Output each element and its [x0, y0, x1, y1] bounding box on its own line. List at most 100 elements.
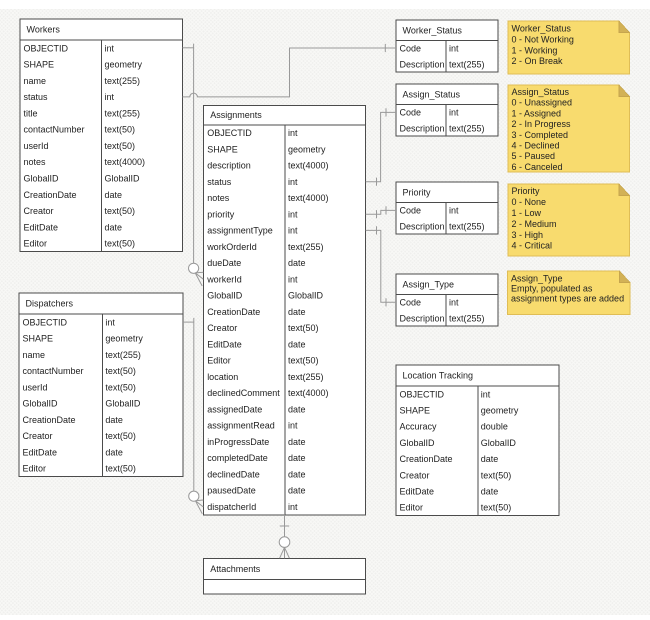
svg-text:Assign_Type: Assign_Type	[511, 274, 563, 284]
svg-text:int: int	[105, 92, 115, 102]
svg-text:text(50): text(50)	[105, 125, 136, 135]
svg-text:2 - On Break: 2 - On Break	[512, 56, 564, 66]
svg-text:text(255): text(255)	[105, 350, 141, 360]
svg-text:Code: Code	[400, 298, 422, 308]
svg-text:1 - Assigned: 1 - Assigned	[512, 108, 562, 118]
svg-text:Editor: Editor	[207, 356, 231, 366]
svg-text:int: int	[288, 502, 298, 512]
svg-text:Attachments: Attachments	[210, 564, 261, 574]
svg-text:date: date	[105, 447, 123, 457]
svg-text:GlobalID: GlobalID	[400, 438, 436, 448]
svg-text:GlobalID: GlobalID	[288, 291, 324, 301]
svg-text:int: int	[449, 298, 459, 308]
svg-text:text(50): text(50)	[481, 470, 512, 480]
svg-text:text(50): text(50)	[105, 366, 136, 376]
svg-text:Empty, populated as: Empty, populated as	[511, 284, 593, 294]
svg-text:text(50): text(50)	[105, 141, 136, 151]
svg-text:text(4000): text(4000)	[288, 193, 329, 203]
svg-text:int: int	[288, 177, 298, 187]
svg-text:assignmentRead: assignmentRead	[207, 421, 275, 431]
svg-text:SHAPE: SHAPE	[207, 144, 238, 154]
svg-text:text(255): text(255)	[105, 76, 141, 86]
svg-text:Creator: Creator	[400, 470, 430, 480]
svg-text:text(4000): text(4000)	[105, 157, 146, 167]
svg-text:text(255): text(255)	[288, 372, 324, 382]
svg-text:text(255): text(255)	[288, 242, 324, 252]
svg-text:3 - Completed: 3 - Completed	[512, 130, 569, 140]
svg-text:int: int	[449, 108, 459, 118]
svg-text:text(50): text(50)	[481, 503, 512, 513]
svg-text:CreationDate: CreationDate	[24, 190, 77, 200]
svg-text:OBJECTID: OBJECTID	[400, 389, 445, 399]
svg-text:Code: Code	[400, 108, 422, 118]
svg-text:int: int	[449, 44, 459, 54]
svg-text:0 - Not Working: 0 - Not Working	[512, 35, 574, 45]
svg-text:text(50): text(50)	[105, 206, 136, 216]
svg-text:text(255): text(255)	[449, 59, 485, 69]
svg-text:Creator: Creator	[24, 206, 54, 216]
svg-text:name: name	[24, 76, 47, 86]
svg-text:Workers: Workers	[27, 25, 61, 35]
svg-text:Creator: Creator	[23, 431, 53, 441]
svg-text:date: date	[288, 437, 306, 447]
svg-text:assignment types are added: assignment types are added	[511, 294, 624, 304]
svg-text:EditDate: EditDate	[207, 339, 242, 349]
svg-text:status: status	[24, 92, 49, 102]
svg-text:5 - Paused: 5 - Paused	[512, 151, 556, 161]
svg-text:Priority: Priority	[512, 186, 541, 196]
svg-text:date: date	[288, 339, 306, 349]
svg-text:int: int	[105, 43, 115, 53]
svg-text:date: date	[481, 487, 499, 497]
svg-text:EditDate: EditDate	[23, 447, 58, 457]
svg-text:4 - Declined: 4 - Declined	[512, 141, 560, 151]
svg-text:GlobalID: GlobalID	[105, 399, 141, 409]
svg-text:SHAPE: SHAPE	[24, 60, 55, 70]
svg-text:notes: notes	[24, 157, 47, 167]
svg-text:CreationDate: CreationDate	[400, 454, 453, 464]
svg-text:1 - Working: 1 - Working	[512, 45, 558, 55]
svg-text:Assignments: Assignments	[210, 110, 262, 120]
svg-text:int: int	[288, 421, 298, 431]
svg-text:userId: userId	[24, 141, 49, 151]
svg-text:date: date	[288, 453, 306, 463]
svg-text:text(255): text(255)	[105, 108, 141, 118]
svg-text:assignmentType: assignmentType	[207, 226, 273, 236]
svg-text:declinedDate: declinedDate	[207, 469, 260, 479]
svg-text:Dispatchers: Dispatchers	[26, 299, 74, 309]
svg-text:GlobalID: GlobalID	[105, 174, 141, 184]
svg-text:CreationDate: CreationDate	[23, 415, 76, 425]
svg-text:OBJECTID: OBJECTID	[23, 317, 68, 327]
svg-text:Accuracy: Accuracy	[400, 422, 438, 432]
svg-text:Description: Description	[400, 59, 445, 69]
svg-text:Code: Code	[400, 206, 422, 216]
svg-text:Editor: Editor	[24, 239, 48, 249]
svg-text:text(50): text(50)	[105, 239, 136, 249]
svg-text:double: double	[481, 422, 508, 432]
svg-text:assignedDate: assignedDate	[207, 404, 262, 414]
svg-text:date: date	[288, 258, 306, 268]
svg-text:GlobalID: GlobalID	[24, 174, 60, 184]
svg-text:int: int	[288, 209, 298, 219]
svg-text:date: date	[288, 486, 306, 496]
svg-text:text(50): text(50)	[288, 323, 319, 333]
svg-text:Editor: Editor	[400, 503, 424, 513]
svg-text:SHAPE: SHAPE	[23, 334, 54, 344]
svg-text:date: date	[481, 454, 499, 464]
svg-text:GlobalID: GlobalID	[23, 399, 59, 409]
svg-text:date: date	[288, 404, 306, 414]
svg-text:name: name	[23, 350, 46, 360]
svg-text:2 - Medium: 2 - Medium	[512, 219, 557, 229]
svg-text:date: date	[105, 190, 123, 200]
svg-text:text(50): text(50)	[288, 356, 319, 366]
svg-text:text(50): text(50)	[105, 431, 136, 441]
svg-text:Priority: Priority	[403, 187, 432, 197]
svg-text:Assign_Status: Assign_Status	[403, 90, 461, 100]
svg-text:workOrderId: workOrderId	[206, 242, 257, 252]
svg-text:userId: userId	[23, 382, 48, 392]
svg-text:CreationDate: CreationDate	[207, 307, 260, 317]
svg-text:text(255): text(255)	[449, 221, 485, 231]
svg-text:status: status	[207, 177, 232, 187]
svg-text:date: date	[105, 222, 123, 232]
svg-text:SHAPE: SHAPE	[400, 406, 431, 416]
svg-text:int: int	[288, 226, 298, 236]
